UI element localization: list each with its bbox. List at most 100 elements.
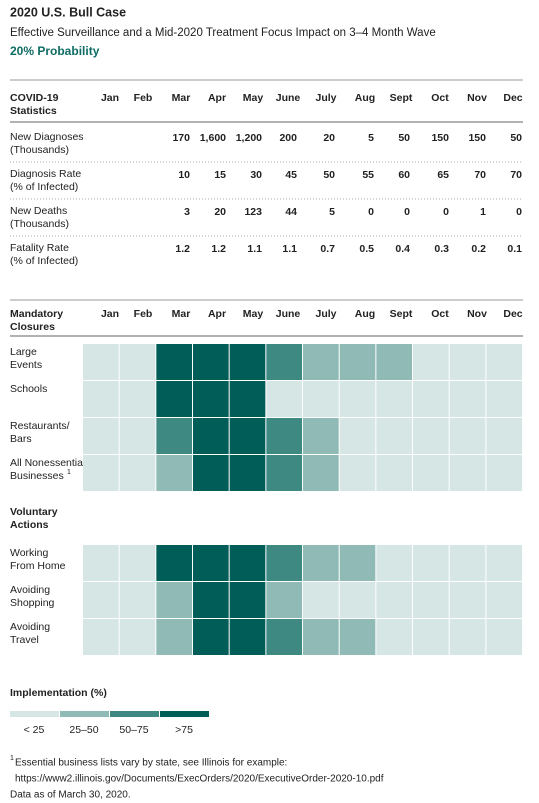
heat-cell [449, 582, 486, 618]
heat-cell [156, 418, 193, 454]
heat-cell [119, 455, 156, 491]
heat-cell [229, 545, 266, 581]
heat-cell [449, 545, 486, 581]
heat-cell [229, 582, 266, 618]
heat-cell [266, 455, 303, 491]
label: Closures [10, 321, 55, 333]
legend-label: < 25 [24, 724, 45, 736]
label: Schools [10, 383, 47, 395]
heat-cell [119, 344, 156, 380]
heat-cell [156, 582, 193, 618]
heat-cell [449, 381, 486, 417]
heat-cell [156, 381, 193, 417]
label: New Deaths [10, 205, 67, 217]
label: Events [10, 359, 42, 371]
cell: 20 [323, 132, 335, 144]
label: (Thousands) [10, 144, 69, 156]
cell: 1.1 [247, 243, 262, 255]
heat-cell [83, 545, 119, 581]
heat-cell [376, 344, 413, 380]
cell: 55 [362, 169, 374, 181]
heat-cell [83, 381, 119, 417]
label: Travel [10, 634, 39, 646]
probability: 20% Probability [10, 44, 100, 58]
heat-cell [413, 418, 449, 454]
label: Avoiding [10, 621, 50, 633]
heat-cell [193, 344, 229, 380]
heat-cell [83, 344, 119, 380]
heat-cell [119, 381, 156, 417]
heat-cell [193, 582, 229, 618]
footnote-mark: 1 [10, 755, 14, 762]
heat-cell [413, 582, 449, 618]
heat-cell [339, 381, 376, 417]
heat-cell [376, 545, 413, 581]
column-header: Dec [503, 308, 522, 320]
cell: 50 [323, 169, 335, 181]
legend-swatch [10, 711, 59, 717]
heat-cell [229, 344, 266, 380]
cell: 3 [184, 206, 190, 218]
cell: 0 [443, 206, 449, 218]
label: From Home [10, 560, 66, 572]
heat-cell [339, 418, 376, 454]
heat-cell [229, 455, 266, 491]
cell: 50 [510, 132, 522, 144]
footnote: Data as of March 30, 2020. [10, 790, 131, 801]
heat-cell [413, 455, 449, 491]
heat-cell [413, 545, 449, 581]
cell: 1.2 [175, 243, 190, 255]
heat-cell [339, 582, 376, 618]
cell: 0.4 [395, 243, 410, 255]
heat-cell [266, 344, 303, 380]
heat-cell [303, 344, 339, 380]
heat-cell [83, 582, 119, 618]
heat-cell [486, 582, 523, 618]
legend-label: 50–75 [119, 724, 148, 736]
label: Restaurants/ [10, 420, 70, 432]
heat-cell [303, 582, 339, 618]
cell: 170 [172, 132, 190, 144]
label: Voluntary [10, 506, 58, 518]
heat-cell [376, 381, 413, 417]
label: Diagnosis Rate [10, 168, 81, 180]
heat-cell [266, 381, 303, 417]
column-header: Apr [208, 308, 226, 320]
heat-cell [413, 619, 449, 655]
cell: 70 [474, 169, 486, 181]
label: Shopping [10, 597, 55, 609]
heat-cell [229, 619, 266, 655]
column-header: Sept [390, 308, 413, 320]
heat-cell [119, 619, 156, 655]
label: Working [10, 547, 48, 559]
heat-cell [193, 455, 229, 491]
label: All Nonessential [10, 457, 85, 469]
label: (% of Infected) [10, 255, 78, 267]
label: Actions [10, 519, 49, 531]
subtitle: Effective Surveillance and a Mid-2020 Tr… [10, 27, 436, 39]
cell: 50 [398, 132, 410, 144]
cell: 15 [214, 169, 226, 181]
legend-label: >75 [175, 724, 193, 736]
legend-swatch [60, 711, 109, 717]
heat-cell [339, 344, 376, 380]
heat-cell [193, 381, 229, 417]
legend-label: 25–50 [69, 724, 98, 736]
cell: 0 [404, 206, 410, 218]
cell: 65 [437, 169, 449, 181]
heat-cell [486, 381, 523, 417]
heat-cell [376, 619, 413, 655]
heat-cell [156, 344, 193, 380]
cell: 1 [480, 206, 486, 218]
heat-cell [486, 344, 523, 380]
heat-cell [449, 455, 486, 491]
heat-cell [266, 418, 303, 454]
heat-cell [413, 381, 449, 417]
footnote-mark: 1 [67, 469, 71, 476]
heat-cell [339, 619, 376, 655]
heat-cell [303, 619, 339, 655]
column-header: Feb [134, 92, 153, 104]
heat-cell [193, 619, 229, 655]
heat-cell [156, 619, 193, 655]
